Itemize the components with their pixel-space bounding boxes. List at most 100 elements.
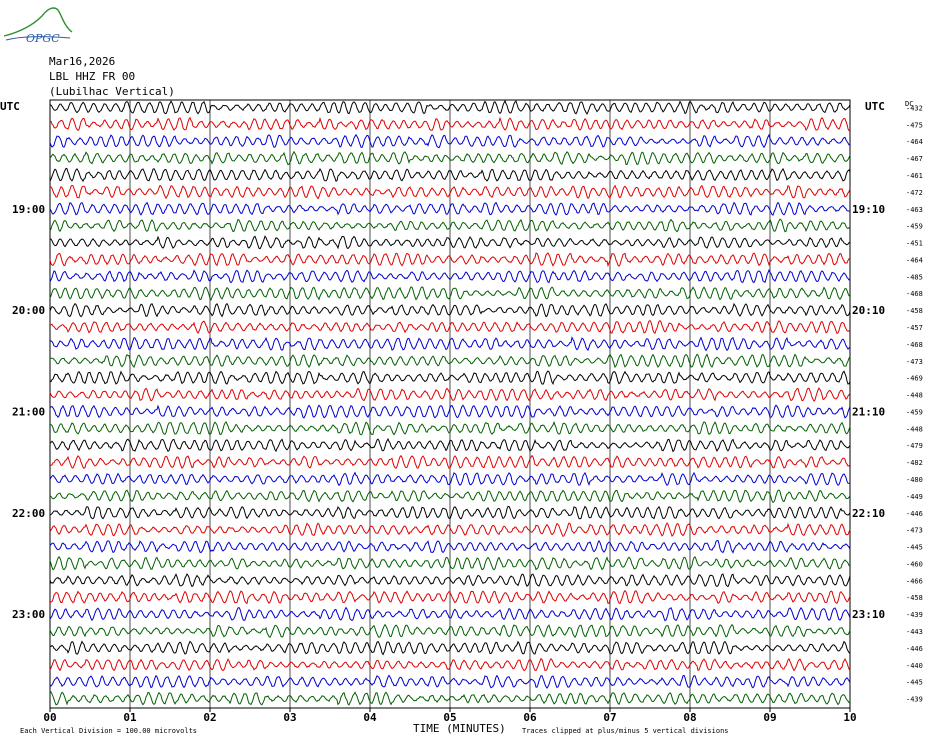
- x-tick-label: 03: [283, 711, 296, 724]
- axis-labels: 00 01 02 03 04 05 06 07 08 09 10 -432 -475 -464 -467 -4…: [12, 104, 923, 724]
- dc-offset-label: -460: [906, 560, 923, 568]
- dc-offset-label: -467: [906, 155, 923, 163]
- dc-offset-label: -446: [906, 645, 923, 653]
- x-tick-label: 02: [203, 711, 216, 724]
- station-code: LBL HHZ FR 00: [49, 70, 136, 83]
- trace-row-19: [49, 404, 851, 419]
- dc-offset-label: -463: [906, 206, 923, 214]
- trace-row-27: [49, 539, 851, 554]
- trace-row-33: [49, 640, 851, 656]
- x-tick-label: 06: [523, 711, 537, 724]
- right-time-label: 22:10: [852, 507, 885, 520]
- dc-offset-label: -468: [906, 341, 923, 349]
- logo-mountain: [3, 7, 73, 37]
- trace-row-8: [49, 218, 851, 233]
- trace-row-16: [49, 353, 851, 369]
- utc-left-label: UTC: [0, 100, 20, 113]
- trace-row-23: [49, 471, 851, 487]
- dc-offset-label: -439: [906, 696, 923, 704]
- x-tick-label: 07: [603, 711, 616, 724]
- right-time-label: 20:10: [852, 304, 885, 317]
- trace-row-29: [49, 573, 851, 588]
- dc-offset-label: -472: [906, 189, 923, 197]
- dc-offset-label: -440: [906, 662, 923, 670]
- trace-row-18: [49, 387, 851, 402]
- seismic-traces: [49, 99, 851, 706]
- dc-offset-label: -451: [906, 240, 923, 248]
- trace-row-6: [49, 184, 851, 200]
- trace-row-15: [49, 336, 851, 352]
- dc-offset-label: -473: [906, 358, 923, 366]
- dc-offset-label: -464: [906, 256, 923, 264]
- dc-offset-label: -461: [906, 172, 923, 180]
- dc-offset-label: -459: [906, 408, 923, 416]
- x-tick-label: 00: [43, 711, 56, 724]
- utc-right-label: UTC: [865, 100, 885, 113]
- chart-date: Mar16,2026: [49, 55, 116, 68]
- x-tick-label: 08: [683, 711, 696, 724]
- dc-offset-label: -446: [906, 510, 923, 518]
- trace-row-14: [49, 319, 851, 335]
- trace-row-9: [49, 235, 851, 250]
- dc-offset-label: -459: [906, 223, 923, 231]
- x-tick-label: 09: [763, 711, 776, 724]
- dc-offset-label: -457: [906, 324, 923, 332]
- left-time-label: 19:00: [12, 203, 45, 216]
- dc-offset-label: -482: [906, 459, 923, 467]
- dc-offset-label: -448: [906, 425, 923, 433]
- trace-row-12: [49, 286, 851, 301]
- dc-offset-label: -439: [906, 611, 923, 619]
- trace-row-5: [49, 167, 851, 183]
- dc-offset-label: -432: [906, 104, 923, 112]
- x-tick-label: 04: [363, 711, 377, 724]
- trace-row-31: [49, 606, 851, 622]
- logo-text: OPGC: [26, 32, 60, 44]
- trace-row-21: [49, 437, 851, 453]
- x-tick-label: 01: [123, 711, 137, 724]
- right-time-label: 21:10: [852, 405, 885, 418]
- trace-row-35: [49, 674, 851, 689]
- station-location: (Lubilhac Vertical): [49, 85, 175, 98]
- trace-row-3: [49, 133, 851, 149]
- trace-row-20: [49, 420, 851, 436]
- trace-row-24: [49, 489, 851, 503]
- trace-row-32: [49, 623, 851, 639]
- trace-row-28: [49, 555, 851, 571]
- dc-offset-label: -445: [906, 544, 923, 552]
- dc-offset-label: -473: [906, 527, 923, 535]
- dc-offset-label: -480: [906, 476, 923, 484]
- right-time-label: 23:10: [852, 608, 885, 621]
- trace-row-10: [49, 252, 851, 268]
- dc-offset-label: -448: [906, 392, 923, 400]
- dc-offset-label: -449: [906, 493, 923, 501]
- dc-offset-label: -445: [906, 679, 923, 687]
- x-axis-title: TIME (MINUTES): [413, 722, 506, 735]
- dc-offset-label: -468: [906, 290, 923, 298]
- trace-row-4: [49, 150, 851, 166]
- trace-row-34: [49, 657, 851, 672]
- trace-row-11: [49, 268, 851, 284]
- trace-row-2: [49, 116, 851, 132]
- dc-offset-label: -475: [906, 121, 923, 129]
- trace-row-17: [49, 370, 851, 385]
- dc-header: DC: [905, 100, 913, 108]
- grid-lines: [49, 99, 851, 712]
- trace-row-26: [49, 522, 851, 537]
- footer-clip-note: Traces clipped at plus/minus 5 vertical …: [522, 727, 729, 735]
- trace-row-1: [49, 99, 851, 115]
- trace-row-30: [49, 589, 851, 605]
- dc-offset-label: -458: [906, 307, 923, 315]
- right-time-label: 19:10: [852, 203, 885, 216]
- logo-swoosh: [5, 36, 71, 41]
- trace-row-13: [49, 302, 851, 318]
- footer-scale-note: Each Vertical Division = 100.00 microvol…: [20, 727, 197, 735]
- trace-row-22: [49, 454, 851, 469]
- left-time-label: 22:00: [12, 507, 45, 520]
- opgc-logo: OPGC: [3, 7, 73, 44]
- left-time-label: 20:00: [12, 304, 45, 317]
- x-tick-label: 10: [843, 711, 856, 724]
- dc-offset-label: -464: [906, 138, 923, 146]
- dc-offset-label: -469: [906, 375, 923, 383]
- trace-row-25: [49, 505, 851, 520]
